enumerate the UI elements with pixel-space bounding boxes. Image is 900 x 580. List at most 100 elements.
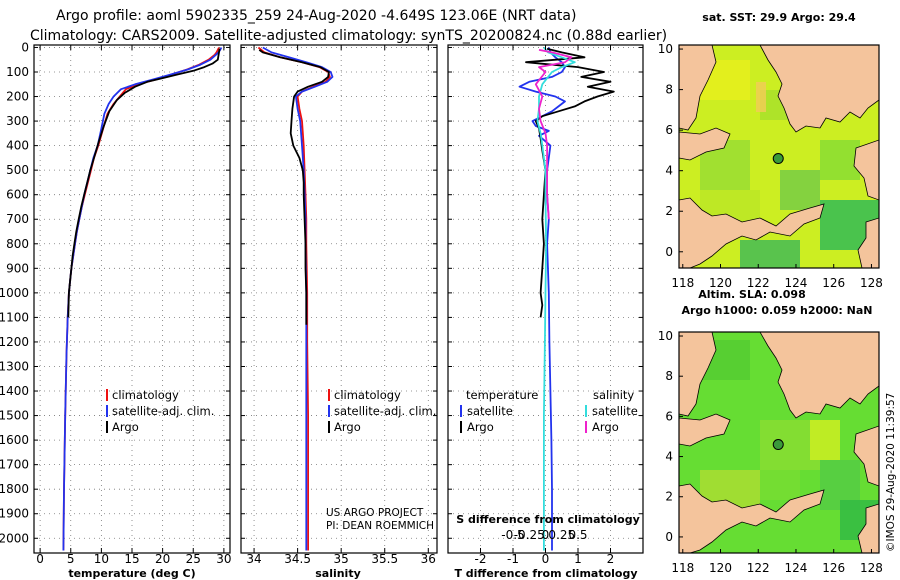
x-tick-label: 35.5	[371, 552, 398, 566]
legend-label-argo: Argo	[112, 420, 139, 434]
credit-line1: US ARGO PROJECT	[326, 507, 424, 519]
depth-tick-label: 1100	[0, 310, 29, 324]
land-mass	[679, 197, 825, 268]
map-lat-label: 0	[665, 245, 673, 259]
legend-label-satellite-adj: satellite-adj. clim.	[334, 404, 436, 418]
map-lat-label: 4	[665, 164, 673, 178]
sst-map: sat. SST: 29.9 Argo: 29.4 0 2 4 6 8 10 118 120 1…	[658, 11, 883, 290]
series-line-temperature-satellite	[518, 47, 566, 551]
sst-map-ticks: 0 2 4 6 8 10 118 120 122 124 126 128	[658, 42, 883, 290]
legend-title-temperature: temperature	[466, 388, 538, 402]
map-lon-label: 118	[671, 276, 694, 290]
difference-legend: temperature satellite Argo salinity sate…	[460, 388, 638, 434]
map-lat-label: 10	[658, 42, 673, 56]
series-line-argo	[67, 48, 221, 318]
map-lat-label: 2	[665, 490, 673, 504]
depth-tick-label: 1400	[0, 384, 29, 398]
depth-tick-label: 1500	[0, 409, 29, 423]
sst-field-patch	[780, 170, 820, 210]
depth-axis-labels: 0 100 200 300 400 500 600 700 800 900 1000 1100 1200…	[0, 40, 29, 545]
sla-map-title-line2: Argo h1000: 0.059 h2000: NaN	[681, 304, 872, 317]
map-lon-label: 122	[747, 276, 770, 290]
depth-tick-label: 1900	[0, 507, 29, 521]
x-tick-label: 0	[36, 552, 44, 566]
series-line-salinity-argo	[534, 49, 573, 220]
x-tick-label: 1	[574, 552, 582, 566]
x-tick-label: 5	[67, 552, 75, 566]
temperature-grid	[34, 45, 230, 553]
sst-field-patch	[820, 140, 860, 180]
legend-label-sal-satellite: satellite	[592, 404, 638, 418]
salinity-grid	[241, 45, 437, 553]
depth-tick-label: 100	[6, 65, 29, 79]
land-mass	[857, 217, 879, 268]
x-tick-label: -1	[507, 552, 519, 566]
x-tick-label: 25	[186, 552, 201, 566]
x-tick-label: 10	[94, 552, 109, 566]
s-tick-label: -0.25	[514, 528, 545, 542]
series-line-salinity-satellite	[536, 46, 576, 551]
difference-grid	[448, 45, 643, 553]
x-tick-label: 36	[421, 552, 436, 566]
salinity-legend: climatology satellite-adj. clim. Argo	[328, 388, 436, 434]
difference-x-ticks: -2 -1 0 1 2	[475, 45, 614, 566]
s-difference-label: S difference from climatology	[456, 513, 640, 526]
temperature-x-ticks: 0 5 10 15 20 25 30	[36, 45, 232, 566]
map-lat-label: 6	[665, 409, 673, 423]
legend-label-climatology: climatology	[334, 388, 401, 402]
x-tick-label: 34	[246, 552, 261, 566]
legend-label-temp-argo: Argo	[467, 420, 494, 434]
figure-title-line2: Climatology: CARS2009. Satellite-adjuste…	[30, 28, 667, 44]
salinity-axes-frame	[240, 44, 438, 554]
difference-panel: -2 -1 0 1 2 -0.5-0.250 0.250.5 S difference f…	[447, 44, 644, 580]
difference-s-ticks: -0.5-0.250 0.250.5	[501, 528, 587, 542]
depth-tick-label: 1000	[0, 286, 29, 300]
map-lon-label: 128	[860, 276, 883, 290]
depth-tick-label: 1700	[0, 458, 29, 472]
depth-tick-label: 1200	[0, 335, 29, 349]
map-lon-label: 118	[671, 561, 694, 575]
temperature-lines	[62, 47, 223, 551]
sla-map-frame	[678, 331, 880, 554]
map-lat-label: 0	[665, 530, 673, 544]
x-tick-label: 30	[216, 552, 231, 566]
legend-label-satellite-adj: satellite-adj. clim.	[112, 404, 214, 418]
land-mass	[679, 483, 825, 553]
credit-line2: PI: DEAN ROEMMICH	[326, 520, 434, 532]
x-tick-label: 15	[124, 552, 139, 566]
depth-tick-label: 300	[6, 114, 29, 128]
difference-xlabel: T difference from climatology	[454, 567, 637, 580]
legend-label-climatology: climatology	[112, 388, 179, 402]
map-lon-label: 120	[709, 276, 732, 290]
s-tick-label: 0.5	[568, 528, 587, 542]
depth-tick-label: 400	[6, 139, 29, 153]
map-lon-label: 122	[747, 561, 770, 575]
series-line-climatology	[257, 46, 331, 551]
land-mass	[759, 45, 879, 133]
land-mass	[679, 45, 717, 131]
imos-timestamp: ©IMOS 29-Aug-2020 11:39:57	[885, 393, 897, 552]
map-lon-label: 126	[822, 561, 845, 575]
s-tick-label: 0	[542, 528, 550, 542]
map-lat-label: 8	[665, 83, 673, 97]
sla-map-ticks: 0 2 4 6 8 10 118 120 122 124 126 128	[658, 329, 883, 575]
sst-field-patch	[756, 82, 766, 112]
land-mass	[853, 139, 879, 201]
argo-position-marker	[772, 439, 784, 451]
x-tick-label: -2	[475, 552, 487, 566]
land-mass	[679, 332, 717, 417]
map-lon-label: 124	[785, 561, 808, 575]
map-lon-label: 126	[822, 276, 845, 290]
depth-tick-label: 700	[6, 212, 29, 226]
temperature-xlabel: temperature (deg C)	[68, 567, 195, 580]
series-line-climatology	[62, 47, 220, 551]
map-lat-label: 10	[658, 329, 673, 343]
series-line-argo	[258, 49, 330, 325]
depth-tick-label: 900	[6, 261, 29, 275]
salinity-panel: 34 34.5 35 35.5 36 salinity climatology sate…	[240, 44, 438, 580]
salinity-xlabel: salinity	[315, 567, 361, 580]
map-lat-label: 8	[665, 369, 673, 383]
land-mass	[679, 127, 731, 161]
land-mass	[759, 332, 879, 419]
